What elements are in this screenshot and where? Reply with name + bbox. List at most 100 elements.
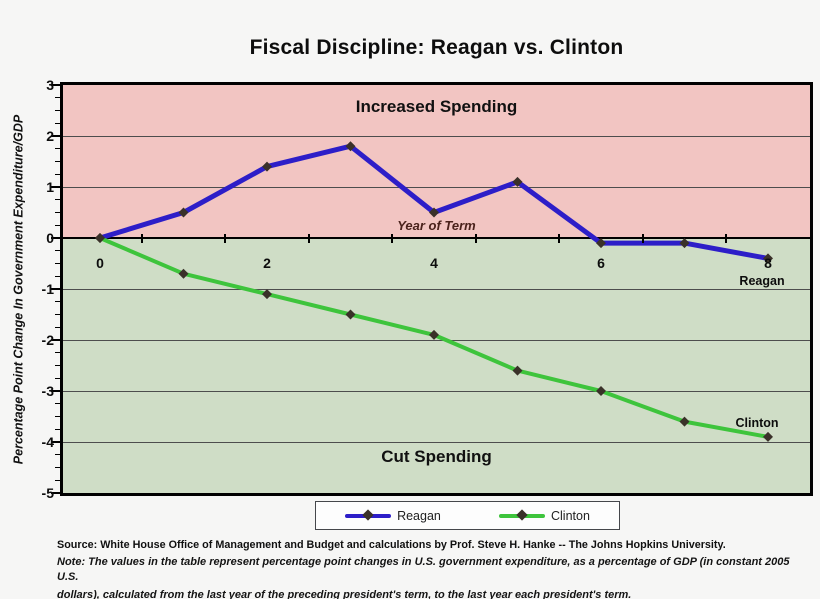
data-point-marker xyxy=(596,238,606,249)
y-tick-label: -2 xyxy=(41,332,54,348)
x-tick xyxy=(224,233,227,243)
y-minor-tick xyxy=(55,301,60,303)
y-tick-label: -5 xyxy=(41,485,54,501)
y-minor-tick xyxy=(55,263,60,264)
x-tick xyxy=(391,233,394,243)
x-axis-title: Year of Term xyxy=(397,218,476,233)
x-tick-label: 6 xyxy=(597,255,605,271)
legend-label: Clinton xyxy=(551,508,590,523)
data-point-marker xyxy=(429,207,439,218)
clinton-line-sample-icon xyxy=(499,509,545,521)
data-point-marker xyxy=(262,289,272,300)
x-tick-label: 4 xyxy=(430,255,438,271)
data-point-marker xyxy=(178,207,189,218)
y-major-tick xyxy=(51,237,60,239)
x-tick xyxy=(558,233,561,243)
y-major-tick xyxy=(51,135,60,137)
increased-spending-label: Increased Spending xyxy=(355,97,518,116)
y-minor-tick xyxy=(55,314,60,315)
gridline xyxy=(63,186,810,188)
y-minor-tick xyxy=(55,250,60,252)
y-minor-tick xyxy=(55,224,60,226)
footer: Source: White House Office of Management… xyxy=(57,539,807,599)
legend: Reagan Clinton xyxy=(315,501,620,530)
data-point-marker xyxy=(262,161,272,172)
gridline xyxy=(63,135,810,137)
clinton-series-label: Clinton xyxy=(735,416,779,430)
y-minor-tick xyxy=(55,148,60,150)
reagan-series-label: Reagan xyxy=(739,274,785,288)
data-point-marker xyxy=(429,329,439,340)
y-tick-label: -4 xyxy=(41,434,54,450)
plot-area: Increased Spending Cut Spending Year of … xyxy=(60,82,813,496)
gridline xyxy=(63,288,810,290)
data-point-marker xyxy=(345,141,356,152)
x-tick xyxy=(725,233,728,243)
data-point-marker xyxy=(345,309,356,320)
y-minor-tick xyxy=(55,479,60,481)
series-line-reagan xyxy=(97,143,771,261)
y-major-tick xyxy=(51,441,60,443)
reagan-line-sample-icon xyxy=(345,509,392,521)
data-point-marker xyxy=(95,233,105,243)
y-tick-label: 0 xyxy=(46,230,54,246)
gridline xyxy=(63,339,810,341)
y-major-tick xyxy=(51,288,60,290)
chart-title: Fiscal Discipline: Reagan vs. Clinton xyxy=(249,36,624,59)
y-minor-tick xyxy=(55,454,60,456)
gridline xyxy=(63,390,810,392)
y-tick-label: 1 xyxy=(46,179,54,195)
x-tick-label: 8 xyxy=(764,255,772,271)
data-point-marker xyxy=(512,365,523,376)
legend-label: Reagan xyxy=(397,508,441,523)
y-tick-label: -3 xyxy=(41,383,54,399)
y-minor-tick xyxy=(55,161,60,162)
y-minor-tick xyxy=(55,352,60,354)
note-text-line1: Note: The values in the table represent … xyxy=(57,556,790,583)
x-tick xyxy=(307,233,310,243)
y-major-tick xyxy=(51,84,60,86)
y-tick-label: 3 xyxy=(46,77,54,93)
y-minor-tick xyxy=(55,326,60,328)
y-major-tick xyxy=(51,339,60,341)
y-minor-tick xyxy=(55,428,60,430)
series-plot xyxy=(95,141,773,442)
y-minor-tick xyxy=(55,122,60,124)
y-minor-tick xyxy=(55,416,60,417)
y-tick-label: 2 xyxy=(46,128,54,144)
y-minor-tick xyxy=(55,110,60,111)
data-point-marker xyxy=(763,253,773,264)
legend-item-reagan: Reagan xyxy=(345,509,441,523)
y-minor-tick xyxy=(55,365,60,366)
data-point-marker xyxy=(679,238,690,249)
y-minor-tick xyxy=(55,403,60,405)
y-major-tick xyxy=(51,390,60,392)
cut-spending-label: Cut Spending xyxy=(381,447,492,466)
y-major-tick xyxy=(51,492,60,494)
y-major-tick xyxy=(51,186,60,188)
gridline xyxy=(63,441,810,443)
source-text: Source: White House Office of Management… xyxy=(57,539,726,551)
legend-item-clinton: Clinton xyxy=(499,509,590,523)
y-minor-tick xyxy=(55,173,60,175)
cut-spending-region xyxy=(63,238,810,493)
data-point-marker xyxy=(512,176,523,187)
y-minor-tick xyxy=(55,275,60,277)
y-minor-tick xyxy=(55,467,60,468)
y-minor-tick xyxy=(55,97,60,99)
data-point-marker xyxy=(763,431,773,442)
y-tick-label: -1 xyxy=(41,281,54,297)
x-tick-label: 2 xyxy=(263,255,271,271)
zero-axis-line xyxy=(63,237,810,239)
x-tick xyxy=(474,233,477,243)
y-minor-tick xyxy=(55,199,60,201)
y-minor-tick xyxy=(55,377,60,379)
x-tick xyxy=(140,233,143,243)
x-tick-label: 0 xyxy=(96,255,104,271)
note-text-line2: dollars), calculated from the last year … xyxy=(57,589,632,599)
data-point-marker xyxy=(596,386,606,396)
x-tick xyxy=(641,233,644,243)
data-point-marker xyxy=(679,416,690,427)
data-point-marker xyxy=(178,268,189,279)
